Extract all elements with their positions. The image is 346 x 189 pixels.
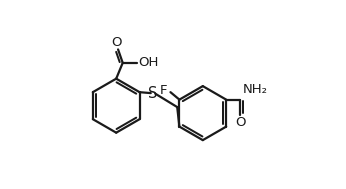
- Text: O: O: [235, 116, 245, 129]
- Text: NH₂: NH₂: [243, 83, 268, 96]
- Text: O: O: [111, 36, 122, 49]
- Text: F: F: [160, 84, 168, 97]
- Text: S: S: [148, 86, 158, 101]
- Text: OH: OH: [138, 56, 158, 69]
